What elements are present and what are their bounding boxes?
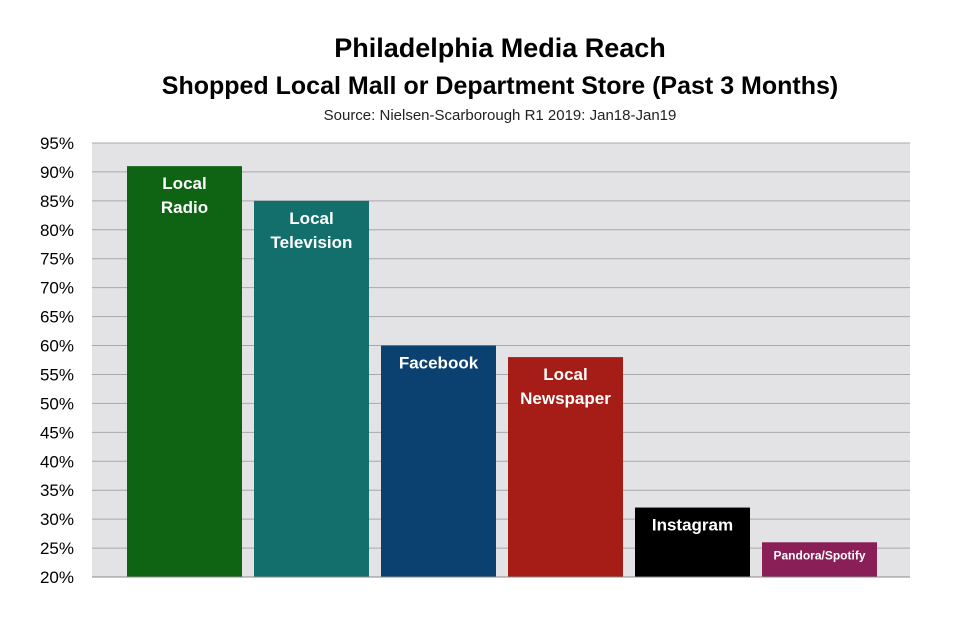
bar-label: Television bbox=[271, 233, 353, 252]
y-tick-label: 35% bbox=[40, 481, 74, 500]
y-tick-label: 85% bbox=[40, 192, 74, 211]
y-tick-label: 95% bbox=[40, 134, 74, 153]
y-tick-label: 40% bbox=[40, 452, 74, 471]
bar bbox=[254, 200, 369, 577]
y-tick-label: 70% bbox=[40, 279, 74, 298]
bar-label: Newspaper bbox=[520, 389, 611, 408]
bar-label: Local bbox=[543, 365, 587, 384]
y-tick-label: 60% bbox=[40, 337, 74, 356]
chart-source: Source: Nielsen-Scarborough R1 2019: Jan… bbox=[324, 107, 677, 124]
bar-label: Pandora/Spotify bbox=[773, 548, 865, 562]
bar bbox=[508, 357, 623, 577]
bar-label: Instagram bbox=[652, 516, 733, 535]
chart-title: Philadelphia Media Reach bbox=[334, 33, 666, 63]
y-tick-label: 20% bbox=[40, 568, 74, 587]
y-tick-label: 90% bbox=[40, 163, 74, 182]
bar bbox=[635, 507, 750, 577]
bar-label: Radio bbox=[161, 198, 208, 217]
y-tick-label: 30% bbox=[40, 510, 74, 529]
y-tick-label: 45% bbox=[40, 423, 74, 442]
bar-label: Local bbox=[162, 174, 206, 193]
bars bbox=[127, 166, 877, 577]
y-tick-label: 55% bbox=[40, 365, 74, 384]
y-tick-label: 80% bbox=[40, 221, 74, 240]
bar bbox=[381, 345, 496, 577]
chart-subtitle: Shopped Local Mall or Department Store (… bbox=[162, 72, 838, 100]
bar bbox=[762, 542, 877, 577]
y-tick-label: 25% bbox=[40, 539, 74, 558]
bar-labels: Local Radio Local Television Facebook Local Ne… bbox=[161, 174, 866, 562]
y-axis-ticks: 20% 25% 30% 35% 40% 45% 50% 55% 60% 65% 70% 75% 80% 8… bbox=[40, 134, 74, 587]
y-tick-label: 75% bbox=[40, 250, 74, 269]
bar bbox=[127, 166, 242, 577]
bar-label: Facebook bbox=[399, 354, 479, 373]
y-tick-label: 65% bbox=[40, 308, 74, 327]
y-tick-label: 50% bbox=[40, 394, 74, 413]
bar-label: Local bbox=[289, 209, 333, 228]
